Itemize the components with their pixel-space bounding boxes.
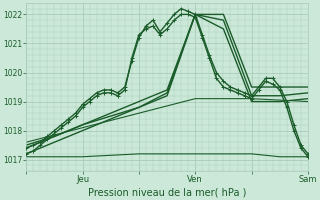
X-axis label: Pression niveau de la mer( hPa ): Pression niveau de la mer( hPa ) bbox=[88, 187, 246, 197]
